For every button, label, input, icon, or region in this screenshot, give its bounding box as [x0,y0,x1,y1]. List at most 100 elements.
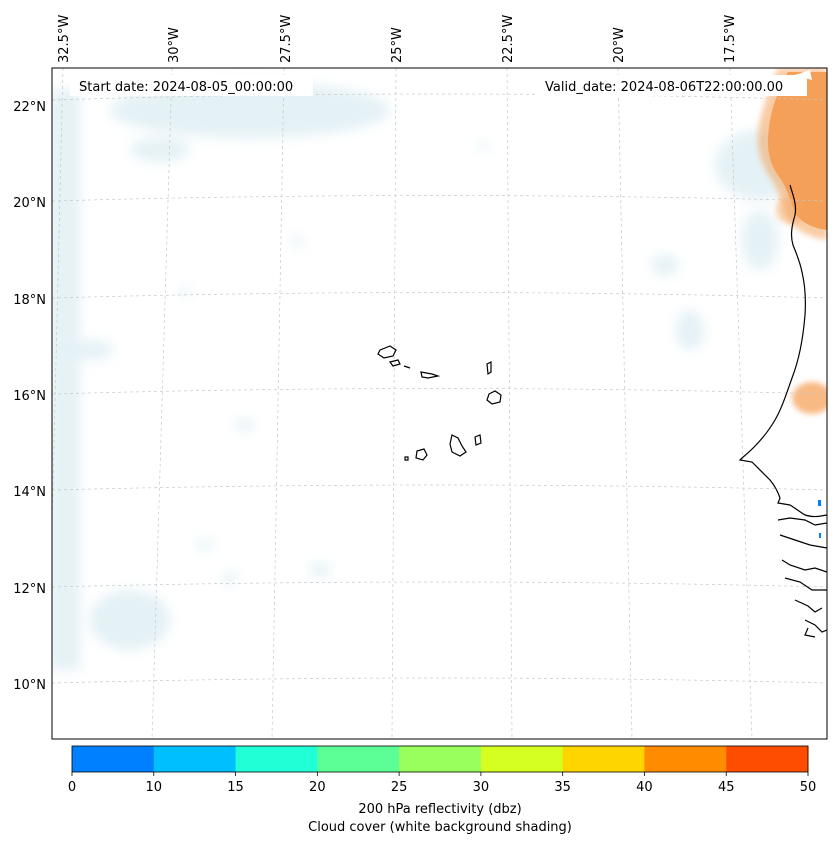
colorbar-swatch [399,746,482,772]
valid-date-box [537,75,807,96]
island-sao-nicolau [420,371,441,379]
lon-label: 20°W [612,27,627,63]
parallel-10n [52,677,827,684]
island-fogo [415,448,428,461]
colorbar-tick-label: 30 [473,780,490,795]
parallel-12n [52,581,827,588]
island-maio [474,434,482,446]
colorbar-swatch [317,746,400,772]
reflectivity-cell [818,500,821,506]
start-date-label: Start date: 2024-08-05_00:00:00 [79,80,293,95]
colorbar-swatch [480,746,564,772]
cloud-patch-southwest [90,590,170,650]
island-santiago [449,434,467,457]
graticule [52,68,827,739]
colorbar-label: 200 hPa reflectivity (dbz) [358,802,521,817]
parallel-18n [52,292,827,299]
latitude-labels: 22°N 20°N 18°N 16°N 14°N 12°N 10°N [13,100,46,693]
island-santa-luzia [403,365,411,369]
dust-patch-south [792,382,827,414]
colorbar-tick-label: 35 [554,780,571,795]
lat-label: 22°N [13,100,46,115]
cloud-band-west [52,90,80,670]
cloud-patch [651,255,679,275]
lat-label: 12°N [13,582,46,597]
colorbar: 0 10 15 20 25 30 35 40 45 50 200 hPa reflectivity… [68,745,816,835]
colorbar-swatch [562,746,645,772]
cloud-patch [198,539,212,551]
parallel-22n [52,93,827,101]
lon-label: 27.5°W [279,15,294,63]
cloud-patch [478,141,488,151]
coastlines [377,184,827,638]
colorbar-tick-label: 20 [309,780,326,795]
dust-patch [776,196,804,224]
colorbar-tick-label: 10 [146,780,163,795]
island-boa-vista [486,390,502,405]
colorbar-tick-label: 45 [718,780,735,795]
cloud-patch [290,237,304,247]
parallel-20n [52,195,827,202]
colorbar-swatches [72,746,809,772]
colorbar-sublabel: Cloud cover (white background shading) [308,820,572,835]
lon-label: 25°W [390,27,405,63]
colorbar-tick-label: 25 [391,780,408,795]
start-date-box [70,75,313,96]
lon-label: 32.5°W [57,15,72,63]
cloud-cover-shading [52,82,805,670]
lon-label: 22.5°W [501,15,516,63]
map-border [51,67,828,740]
cloud-patch [77,340,113,360]
island-brava [404,456,409,461]
lat-label: 16°N [13,389,46,404]
cloud-patch [130,138,190,162]
meridian-20w [617,68,633,739]
meridian-27-5w [271,68,285,739]
colorbar-swatch [72,746,155,772]
meridian-22-5w [506,68,513,739]
header-start: Start date: 2024-08-05_00:00:00 [70,75,313,96]
lat-label: 10°N [13,678,46,693]
colorbar-tick-label: 15 [227,780,244,795]
island-sal [486,361,492,376]
reflectivity-cell [819,533,821,538]
header-valid: Valid_date: 2024-08-06T22:00:00.00 [537,75,807,96]
map-background [52,68,827,739]
meridian-25w [391,68,397,739]
meridian-17-5w [729,68,753,739]
reflectivity-cells [818,500,821,538]
west-africa-coast [738,184,827,518]
cloud-patch [235,419,255,431]
meridian-30w [151,68,173,739]
lon-label: 30°W [167,27,182,63]
cloud-patch-coast [742,210,778,270]
parallel-14n [52,484,827,491]
colorbar-swatch [644,746,727,772]
cloud-patch [222,572,238,584]
colorbar-tick-label: 50 [800,780,817,795]
guinea-bissau-coast [777,517,827,638]
colorbar-tick-label: 0 [68,780,76,795]
colorbar-swatch [235,746,318,772]
dust-core [768,72,827,230]
parallel-16n [52,388,827,395]
colorbar-swatch [153,746,237,772]
longitude-labels: 32.5°W 30°W 27.5°W 25°W 22.5°W 20°W 17.5… [57,15,738,63]
reflectivity-field [757,68,827,414]
lat-label: 18°N [13,293,46,308]
lat-label: 14°N [13,485,46,500]
map-panel: Start date: 2024-08-05_00:00:00 Valid_da… [51,67,828,740]
colorbar-ticks: 0 10 15 20 25 30 35 40 45 50 [68,772,816,795]
lat-label: 20°N [13,196,46,211]
colorbar-frame [71,745,809,773]
island-santo-antao [377,345,397,359]
island-sao-vicente [388,359,401,367]
valid-date-label: Valid_date: 2024-08-06T22:00:00.00 [545,80,783,95]
cloud-patch [676,310,704,350]
lon-label: 17.5°W [723,15,738,63]
colorbar-swatch [726,746,809,772]
cloud-patch [179,287,191,297]
cloud-patch [310,563,330,577]
colorbar-tick-label: 40 [636,780,653,795]
